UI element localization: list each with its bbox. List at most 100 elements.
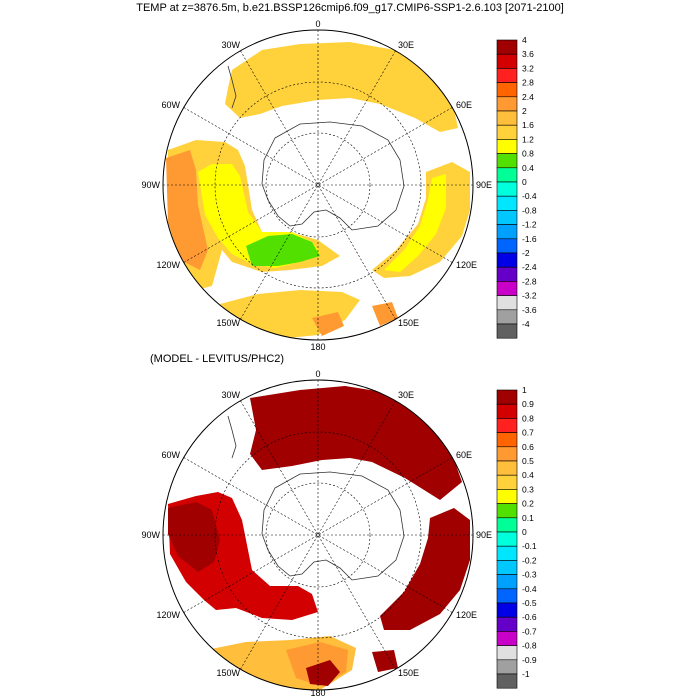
bottom-field-south-dark xyxy=(306,660,340,686)
bottom-polar-map: 0 30W 30E 60W 60E 90W 90E 120W 120E 150W… xyxy=(141,369,537,698)
bottom-lon-label-0: 0 xyxy=(315,369,320,379)
bottom-colorbar-label: 1 xyxy=(522,385,527,395)
top-colorbar-label: 1.6 xyxy=(522,120,534,130)
bottom-field xyxy=(168,386,470,690)
top-colorbar-box xyxy=(496,210,518,225)
top-colorbar-box xyxy=(496,181,518,197)
bottom-colorbar-box xyxy=(496,474,518,490)
top-lon-label-0: 0 xyxy=(315,19,320,29)
bottom-colorbar-label: 0.8 xyxy=(522,413,534,423)
bottom-colorbar-box xyxy=(496,403,518,419)
top-colorbar-box xyxy=(496,309,518,325)
bottom-graticule xyxy=(163,380,473,690)
top-field-green xyxy=(246,234,320,266)
top-colorbar-label: 2.8 xyxy=(522,78,534,88)
bottom-lon-label-30w: 30W xyxy=(221,390,240,400)
bottom-colorbar-box xyxy=(496,659,518,675)
bottom-lon-label-120e: 120E xyxy=(456,610,477,620)
top-colorbar-box xyxy=(496,266,518,282)
top-lon-label-180: 180 xyxy=(310,342,325,350)
bottom-colorbar-label: -0.5 xyxy=(522,598,537,608)
top-graticule xyxy=(163,30,473,340)
top-field-south-patch xyxy=(372,302,398,326)
bottom-colorbar-box xyxy=(496,517,518,533)
top-colorbar-box xyxy=(496,153,518,169)
top-lon-label-120w: 120W xyxy=(156,260,180,270)
bottom-field-east-patch xyxy=(372,650,398,672)
top-colorbar-box xyxy=(496,323,518,339)
bottom-map-border xyxy=(162,379,474,691)
bottom-colorbar: 1 0.9 0.8 0.7 0.6 0.5 0.4 0.3 0.2 0.1 0 -0.1 -0.2 -0.… xyxy=(496,385,537,689)
bottom-colorbar-label: 0.9 xyxy=(522,399,534,409)
top-lon-label-60w: 60W xyxy=(161,100,180,110)
top-colorbar-label: 2 xyxy=(522,106,527,116)
bottom-colorbar-box xyxy=(496,531,518,547)
bottom-colorbar-label: 0.5 xyxy=(522,456,534,466)
bottom-lon-label-60w: 60W xyxy=(161,450,180,460)
top-field-south xyxy=(220,290,360,338)
top-polar-map: 0 30W 30E 60W 60E 90W 90E 120W 120E 150W… xyxy=(141,19,537,350)
top-colorbar-label: -2 xyxy=(522,248,530,258)
bottom-lon-label-90w: 90W xyxy=(141,530,160,540)
bottom-colorbar-box xyxy=(496,432,518,448)
bottom-colorbar-box xyxy=(496,602,518,618)
top-colorbar-label: -4 xyxy=(522,319,530,329)
bottom-colorbar-box xyxy=(496,560,518,575)
bottom-colorbar-box xyxy=(496,574,518,590)
top-colorbar-box xyxy=(496,167,518,183)
top-lon-label-150e: 150E xyxy=(398,318,419,328)
top-lon-label-30w: 30W xyxy=(221,40,240,50)
top-colorbar-box xyxy=(496,96,518,112)
top-colorbar-label: 4 xyxy=(522,35,527,45)
bottom-colorbar-box xyxy=(496,616,518,632)
bottom-lon-label-180: 180 xyxy=(310,688,325,698)
bottom-field-west-dark xyxy=(168,502,220,572)
top-colorbar-label: 0.8 xyxy=(522,149,534,159)
bottom-lon-label-60e: 60E xyxy=(456,450,472,460)
bottom-colorbar-label: -0.9 xyxy=(522,655,537,665)
bottom-lon-label-90e: 90E xyxy=(476,530,492,540)
top-colorbar-label: 3.2 xyxy=(522,63,534,73)
top-colorbar-label: -2.4 xyxy=(522,262,537,272)
bottom-field-atlantic xyxy=(250,386,462,500)
top-colorbar-label: -1.6 xyxy=(522,234,537,244)
top-colorbar-box xyxy=(496,295,518,311)
panel-subtitle: (MODEL - LEVITUS/PHC2) xyxy=(150,353,285,365)
bottom-colorbar-box xyxy=(496,588,518,604)
figure-title: TEMP at z=3876.5m, b.e21.BSSP126cmip6.f0… xyxy=(136,2,564,14)
top-colorbar-box xyxy=(496,68,518,83)
top-colorbar-box xyxy=(496,82,518,98)
bottom-colorbar-label: 0.1 xyxy=(522,513,534,523)
bottom-colorbar-box xyxy=(496,673,518,689)
top-colorbar-label: -0.4 xyxy=(522,191,537,201)
top-colorbar-box xyxy=(496,110,518,126)
top-colorbar-box xyxy=(496,238,518,254)
top-colorbar-box xyxy=(496,224,518,240)
top-colorbar-label: -0.8 xyxy=(522,205,537,215)
bottom-colorbar-label: -0.2 xyxy=(522,555,537,565)
top-lon-label-60e: 60E xyxy=(456,100,472,110)
top-field xyxy=(166,42,470,338)
bottom-lon-label-30e: 30E xyxy=(398,390,414,400)
top-antarctica xyxy=(261,121,405,231)
top-lon-label-30e: 30E xyxy=(398,40,414,50)
bottom-lon-label-150e: 150E xyxy=(398,668,419,678)
top-colorbar-label: 0 xyxy=(522,177,527,187)
bottom-colorbar-label: 0.4 xyxy=(522,470,534,480)
bottom-antarctica xyxy=(261,471,405,581)
bottom-colorbar-label: 0.2 xyxy=(522,499,534,509)
bottom-colorbar-label: -1 xyxy=(522,669,530,679)
bottom-colorbar-box xyxy=(496,446,518,462)
bottom-colorbar-label: 0.3 xyxy=(522,484,534,494)
top-colorbar-box xyxy=(496,124,518,140)
bottom-field-east xyxy=(380,508,470,630)
bottom-colorbar-label: -0.6 xyxy=(522,612,537,622)
bottom-colorbar-box xyxy=(496,489,518,504)
bottom-colorbar-box xyxy=(496,418,518,433)
top-south-america xyxy=(227,65,237,109)
top-field-atlantic xyxy=(225,42,458,132)
bottom-colorbar-label: 0 xyxy=(522,527,527,537)
bottom-colorbar-label: -0.3 xyxy=(522,570,537,580)
bottom-colorbar-label: -0.1 xyxy=(522,541,537,551)
top-colorbar: 4 3.6 3.2 2.8 2.4 2 1.6 1.2 0.8 0.4 0 -0.4 -0.8 -1.2 -… xyxy=(496,35,537,339)
